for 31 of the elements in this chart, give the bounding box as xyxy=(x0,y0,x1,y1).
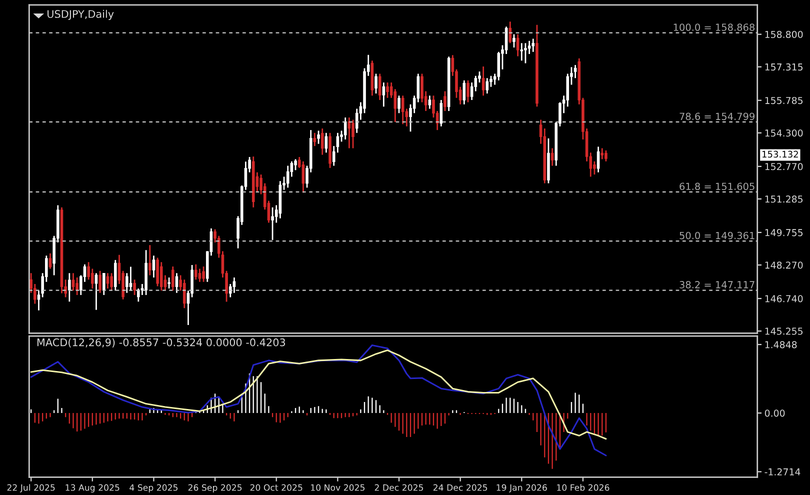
x-tick-label: 4 Sep 2025 xyxy=(130,484,178,492)
y-tick-label: 151.285 xyxy=(765,196,803,203)
y-tick-label: 157.315 xyxy=(765,63,803,71)
ref-line-label: 61.8 = 151.605 xyxy=(680,182,754,190)
x-tick-label: 22 Jul 2025 xyxy=(7,484,55,492)
y-tick-label: -1.2714 xyxy=(764,468,800,476)
x-tick-label: 2 Dec 2025 xyxy=(374,484,424,491)
x-tick-label: 20 Oct 2025 xyxy=(250,484,302,491)
x-tick-label: 10 Feb 2026 xyxy=(557,484,610,491)
x-tick-label: 19 Jan 2026 xyxy=(496,484,547,492)
x-tick-label: 24 Dec 2025 xyxy=(433,484,488,491)
ref-line-label: 38.2 = 147.117 xyxy=(680,281,754,288)
y-tick-label: 149.755 xyxy=(765,229,803,236)
y-tick-label: 146.740 xyxy=(765,295,803,302)
y-tick-label: 154.300 xyxy=(765,129,803,137)
y-tick-label: 158.800 xyxy=(765,30,803,38)
ref-line-label: 50.0 = 149.361 xyxy=(680,232,754,240)
x-tick-label: 26 Sep 2025 xyxy=(188,484,242,492)
chart-title: MACD(12,26,9) -0.8557 -0.5324 0.0000 -0.4203 xyxy=(37,338,286,348)
chart-title: USDJPY,Daily xyxy=(48,10,114,20)
y-tick-label: 148.270 xyxy=(765,262,803,269)
y-tick-label: 152.770 xyxy=(765,162,803,170)
y-tick-label: 0.00 xyxy=(764,410,785,417)
y-tick-label: 155.785 xyxy=(765,96,803,104)
ref-line-label: 100.0 = 158.868 xyxy=(674,24,754,31)
y-tick-label: 145.255 xyxy=(765,328,803,335)
y-tick-label: 1.4848 xyxy=(765,341,797,348)
ref-line-label: 78.6 = 154.799 xyxy=(680,112,754,120)
x-tick-label: 13 Aug 2025 xyxy=(66,484,120,492)
x-tick-label: 10 Nov 2025 xyxy=(311,484,365,491)
text: 153.132 xyxy=(762,150,798,158)
